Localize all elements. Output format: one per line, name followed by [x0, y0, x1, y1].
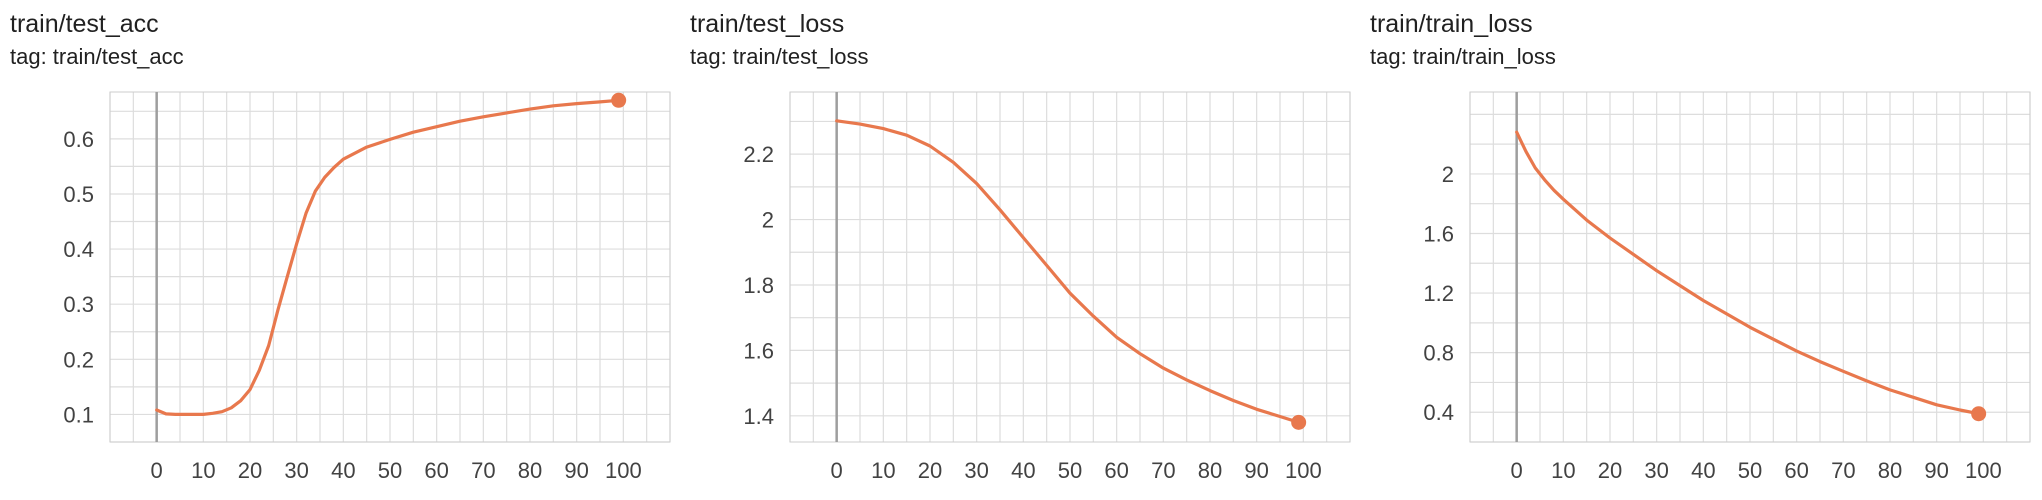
x-tick-label: 100 — [1285, 458, 1322, 483]
chart-tag-label: tag: train/train_loss — [1370, 44, 1556, 69]
chart-title: train/train_loss — [1370, 10, 1533, 38]
x-tick-label: 80 — [1198, 458, 1222, 483]
x-tick-label: 50 — [378, 458, 402, 483]
plot-frame — [1469, 91, 2031, 443]
x-tick-label: 30 — [964, 458, 988, 483]
x-tick-label: 60 — [424, 458, 448, 483]
x-tick-label: 90 — [1244, 458, 1268, 483]
y-tick-label: 1.2 — [1423, 281, 1454, 306]
chart-panel-train-loss: train/train_loss tag: train/train_loss 0… — [1360, 0, 2042, 500]
x-tick-label: 60 — [1104, 458, 1128, 483]
x-tick-label: 70 — [1151, 458, 1175, 483]
x-tick-label: 80 — [518, 458, 542, 483]
y-tick-label: 1.6 — [1423, 221, 1454, 246]
chart-panel-test-loss: train/test_loss tag: train/test_loss 1.4… — [680, 0, 1360, 500]
series-endpoint-marker — [1971, 406, 1987, 422]
y-tick-label: 0.4 — [63, 237, 94, 262]
chart-tag-label: tag: train/test_loss — [690, 44, 869, 69]
chart-test-acc[interactable]: 0.1 0.2 0.3 0.4 0.5 0.6 0 10 20 30 40 50 60 70 80 90 100 — [0, 0, 680, 500]
chart-title: train/test_loss — [690, 10, 845, 38]
x-tick-label: 70 — [1831, 458, 1855, 483]
gridlines — [789, 92, 1351, 442]
y-tick-label: 0.8 — [1423, 341, 1454, 366]
x-tick-label: 50 — [1058, 458, 1082, 483]
x-tick-label: 10 — [1551, 458, 1575, 483]
y-tick-label: 0.1 — [63, 402, 94, 427]
y-tick-label: 0.2 — [63, 347, 94, 372]
y-tick-label: 0.3 — [63, 292, 94, 317]
plot-frame — [109, 91, 671, 443]
y-tick-label: 2.2 — [743, 142, 774, 167]
x-tick-label: 20 — [1598, 458, 1622, 483]
chart-tag-label: tag: train/test_acc — [10, 44, 184, 69]
x-tick-label: 50 — [1738, 458, 1762, 483]
x-tick-label: 80 — [1878, 458, 1902, 483]
y-tick-label: 0.6 — [63, 127, 94, 152]
x-tick-label: 60 — [1784, 458, 1808, 483]
x-tick-label: 30 — [284, 458, 308, 483]
gridlines — [109, 92, 671, 443]
x-tick-label: 10 — [191, 458, 215, 483]
x-tick-label: 40 — [1011, 458, 1035, 483]
x-tick-label: 100 — [605, 458, 642, 483]
series-line — [1515, 130, 1981, 416]
x-tick-label: 90 — [1924, 458, 1948, 483]
y-tick-label: 1.8 — [743, 273, 774, 298]
x-tick-label: 40 — [1691, 458, 1715, 483]
y-tick-label: 1.6 — [743, 338, 774, 363]
x-tick-label: 30 — [1644, 458, 1668, 483]
chart-train-loss[interactable]: 0.40.81.21.620 10 20 30 40 50 60 70 80 90 100 — [1360, 0, 2042, 500]
series-endpoint-marker — [611, 92, 627, 108]
series-line — [835, 119, 1301, 424]
chart-title: train/test_acc — [10, 10, 159, 38]
x-tick-label: 70 — [471, 458, 495, 483]
y-tick-label: 2 — [1442, 162, 1454, 187]
y-tick-label: 0.5 — [63, 182, 94, 207]
x-tick-label: 10 — [871, 458, 895, 483]
chart-test-loss[interactable]: 1.4 1.6 1.8 2 2.2 0 10 20 30 40 50 60 70 80 90 100 — [680, 0, 1360, 500]
x-tick-label: 0 — [831, 458, 843, 483]
x-tick-label: 0 — [151, 458, 163, 483]
series-line — [155, 98, 621, 416]
x-tick-label: 20 — [238, 458, 262, 483]
y-tick-label: 2 — [762, 208, 774, 233]
x-tick-label: 20 — [918, 458, 942, 483]
gridlines — [1469, 92, 2031, 443]
y-tick-label: 1.4 — [743, 404, 774, 429]
series-endpoint-marker — [1291, 414, 1307, 430]
chart-panel-test-acc: train/test_acc tag: train/test_acc 0.1 0.… — [0, 0, 680, 500]
x-tick-label: 90 — [564, 458, 588, 483]
x-tick-label: 100 — [1965, 458, 2002, 483]
plot-frame — [789, 91, 1351, 443]
x-tick-label: 40 — [331, 458, 355, 483]
y-tick-label: 0.4 — [1423, 400, 1454, 425]
x-tick-label: 0 — [1511, 458, 1523, 483]
